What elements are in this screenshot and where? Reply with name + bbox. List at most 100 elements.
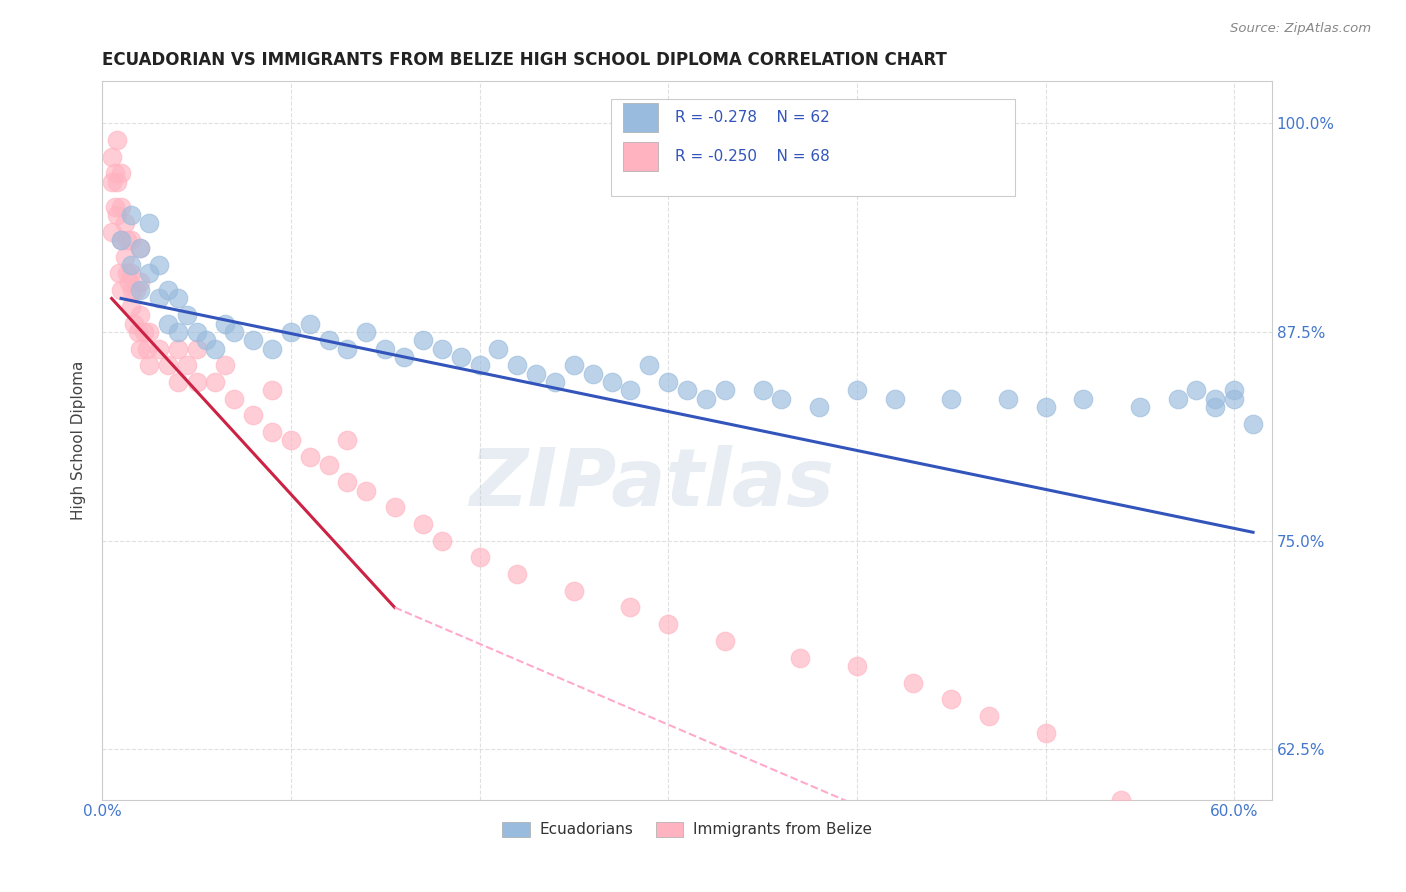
Point [115, 267, 138, 281]
Point [138, 358, 160, 372]
Point [129, 241, 152, 255]
Point [148, 292, 170, 306]
Point [318, 333, 340, 347]
Point [1129, 400, 1152, 414]
Point [176, 358, 198, 372]
Point [392, 350, 415, 364]
Point [100, 149, 122, 163]
Point [120, 258, 142, 272]
Point [941, 692, 963, 706]
Point [298, 450, 321, 464]
Point [224, 325, 246, 339]
Point [120, 267, 142, 281]
Point [157, 317, 180, 331]
Point [138, 325, 160, 339]
Point [676, 384, 699, 398]
Point [619, 600, 641, 615]
Point [582, 367, 605, 381]
Point [751, 384, 773, 398]
Point [430, 533, 453, 548]
Point [129, 342, 152, 356]
Point [468, 550, 491, 565]
Point [808, 400, 831, 414]
Point [125, 283, 148, 297]
Point [356, 483, 378, 498]
Point [166, 292, 188, 306]
Point [1223, 392, 1246, 406]
Point [1035, 725, 1057, 739]
Point [166, 325, 188, 339]
Point [336, 434, 359, 448]
Point [136, 342, 159, 356]
Point [997, 392, 1019, 406]
Point [124, 317, 146, 331]
Text: ZIPatlas: ZIPatlas [470, 444, 835, 523]
Point [280, 434, 302, 448]
Point [214, 317, 236, 331]
Point [242, 333, 264, 347]
Point [657, 375, 679, 389]
Point [110, 166, 132, 180]
Point [121, 283, 143, 297]
Text: ECUADORIAN VS IMMIGRANTS FROM BELIZE HIGH SCHOOL DIPLOMA CORRELATION CHART: ECUADORIAN VS IMMIGRANTS FROM BELIZE HIG… [103, 51, 948, 69]
Point [204, 342, 226, 356]
Point [110, 233, 132, 247]
Point [186, 325, 208, 339]
Point [260, 425, 283, 439]
Point [110, 200, 132, 214]
Point [129, 283, 152, 297]
Point [430, 342, 453, 356]
FancyBboxPatch shape [612, 99, 1015, 196]
Y-axis label: High School Diploma: High School Diploma [72, 360, 86, 520]
Point [941, 392, 963, 406]
Point [486, 342, 509, 356]
Point [1204, 392, 1226, 406]
Point [100, 175, 122, 189]
Point [977, 709, 1000, 723]
Point [100, 225, 122, 239]
Point [619, 384, 641, 398]
Point [318, 458, 340, 473]
Point [468, 358, 491, 372]
Point [186, 342, 208, 356]
Point [117, 275, 139, 289]
Point [114, 250, 136, 264]
Point [129, 308, 152, 322]
Point [657, 617, 679, 632]
Text: Source: ZipAtlas.com: Source: ZipAtlas.com [1230, 22, 1371, 36]
Point [132, 325, 155, 339]
Point [1167, 392, 1189, 406]
Point [1204, 400, 1226, 414]
Point [412, 333, 434, 347]
FancyBboxPatch shape [623, 143, 658, 171]
Text: R = -0.278    N = 62: R = -0.278 N = 62 [675, 110, 830, 125]
Point [129, 275, 152, 289]
Point [845, 659, 868, 673]
Point [1223, 384, 1246, 398]
Point [104, 166, 127, 180]
Point [114, 216, 136, 230]
Point [260, 342, 283, 356]
FancyBboxPatch shape [623, 103, 658, 132]
Point [562, 358, 585, 372]
Point [176, 308, 198, 322]
Point [1185, 384, 1208, 398]
Point [242, 409, 264, 423]
Point [105, 133, 128, 147]
Point [129, 241, 152, 255]
Point [260, 384, 283, 398]
Point [600, 375, 623, 389]
Point [166, 342, 188, 356]
Point [214, 358, 236, 372]
Point [524, 367, 547, 381]
Point [883, 392, 905, 406]
Point [789, 650, 811, 665]
Point [336, 475, 359, 490]
Point [562, 583, 585, 598]
Point [120, 300, 142, 314]
Point [108, 267, 131, 281]
Point [450, 350, 472, 364]
Point [845, 384, 868, 398]
Point [194, 333, 217, 347]
Point [115, 233, 138, 247]
